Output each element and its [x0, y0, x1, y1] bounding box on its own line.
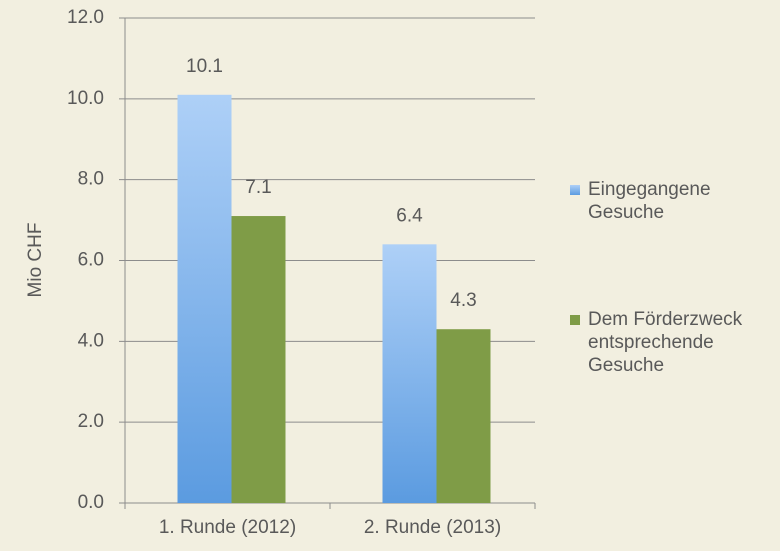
value-label: 6.4: [396, 205, 423, 226]
y-tick-label: 4.0: [78, 330, 104, 351]
y-tick-label: 8.0: [78, 169, 104, 190]
bar: [231, 216, 286, 503]
bar: [177, 94, 232, 504]
y-tick-label: 2.0: [78, 411, 104, 432]
value-label: 10.1: [186, 56, 223, 77]
legend-item: Eingegangene Gesuche: [570, 178, 770, 224]
legend-label: Eingegangene Gesuche: [588, 179, 711, 223]
y-axis-title: Mio CHF: [25, 223, 46, 298]
y-tick-label: 10.0: [67, 88, 104, 109]
legend-label: Dem Förderzweck entsprechende Gesuche: [588, 309, 743, 376]
y-tick-label: 0.0: [78, 492, 104, 513]
y-tick-label: 6.0: [78, 250, 104, 271]
value-label: 7.1: [245, 177, 271, 198]
bar: [436, 329, 491, 503]
bar: [382, 244, 437, 504]
legend-item: Dem Förderzweck entsprechende Gesuche: [570, 308, 770, 377]
x-tick-label: 1. Runde (2012): [159, 517, 296, 538]
legend-swatch: [570, 185, 580, 195]
legend-swatch: [570, 315, 580, 325]
x-tick-label: 2. Runde (2013): [364, 517, 501, 538]
value-label: 4.3: [450, 290, 476, 311]
y-tick-label: 12.0: [67, 7, 104, 28]
